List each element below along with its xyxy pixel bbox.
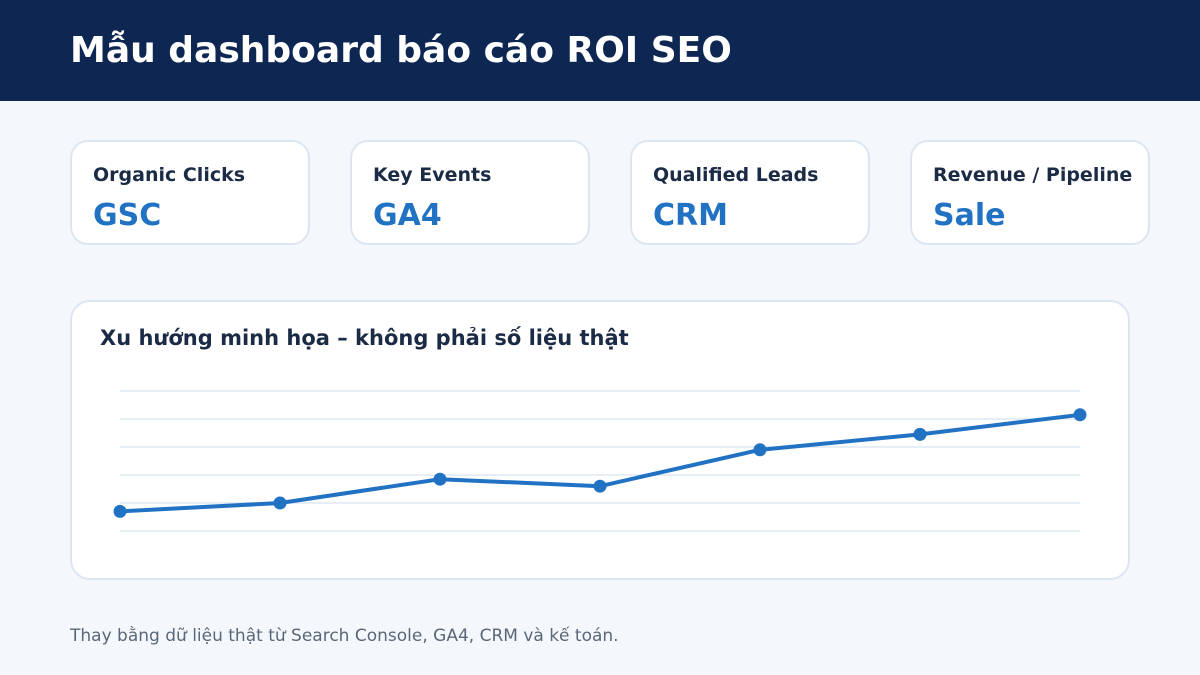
kpi-card-value: CRM [653, 198, 728, 233]
kpi-card-value: Sale [933, 198, 1006, 233]
kpi-card-qualified-leads: Qualified Leads CRM [630, 140, 870, 245]
header-bar: Mẫu dashboard báo cáo ROI SEO [0, 0, 1200, 101]
footnote: Thay bằng dữ liệu thật từ Search Console… [70, 626, 619, 646]
kpi-card-label: Qualified Leads [653, 164, 819, 186]
kpi-card-value: GA4 [373, 198, 442, 233]
kpi-card-organic-clicks: Organic Clicks GSC [70, 140, 310, 245]
kpi-card-label: Key Events [373, 164, 492, 186]
chart-title: Xu hướng minh họa – không phải số liệu t… [100, 326, 629, 350]
trend-chart-panel: Xu hướng minh họa – không phải số liệu t… [70, 300, 1130, 580]
kpi-card-label: Organic Clicks [93, 164, 246, 186]
kpi-card-revenue-pipeline: Revenue / Pipeline Sale [910, 140, 1150, 245]
page-title: Mẫu dashboard báo cáo ROI SEO [70, 30, 732, 71]
kpi-card-key-events: Key Events GA4 [350, 140, 590, 245]
kpi-card-value: GSC [93, 198, 162, 233]
kpi-card-label: Revenue / Pipeline [933, 164, 1133, 186]
